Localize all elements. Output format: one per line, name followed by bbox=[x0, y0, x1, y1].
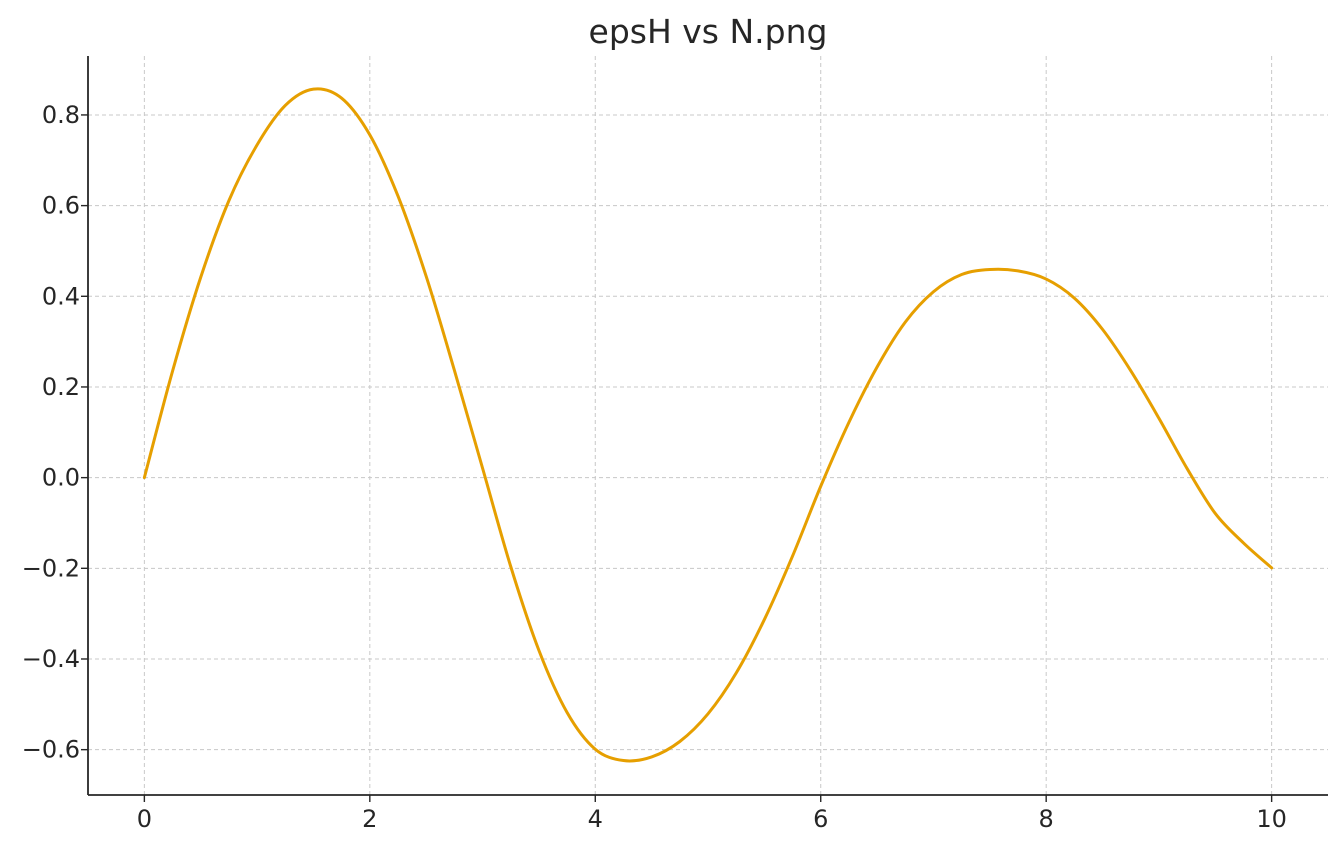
x-tick-label: 10 bbox=[1256, 805, 1287, 833]
y-tick-label: 0.8 bbox=[42, 101, 80, 129]
x-tick-label: 0 bbox=[137, 805, 152, 833]
y-tick-label: 0.0 bbox=[42, 464, 80, 492]
x-tick-label: 6 bbox=[813, 805, 828, 833]
x-tick-label: 4 bbox=[588, 805, 603, 833]
x-tick-label: 8 bbox=[1039, 805, 1054, 833]
y-tick-label: −0.4 bbox=[22, 645, 80, 673]
y-tick-label: −0.6 bbox=[22, 736, 80, 764]
series-line bbox=[142, 87, 1274, 763]
y-axis-ticks: −0.6 −0.4 −0.2 0.0 0.2 0.4 0.6 0.8 bbox=[22, 101, 88, 764]
y-tick-label: −0.2 bbox=[22, 554, 80, 582]
series-layer bbox=[142, 87, 1274, 763]
y-tick-label: 0.2 bbox=[42, 373, 80, 401]
x-tick-label: 2 bbox=[362, 805, 377, 833]
chart-title: epsH vs N.png bbox=[589, 12, 828, 51]
y-tick-label: 0.4 bbox=[42, 282, 80, 310]
y-tick-label: 0.6 bbox=[42, 192, 80, 220]
axes bbox=[87, 56, 1328, 796]
grid bbox=[88, 56, 1328, 795]
x-axis-ticks: 0 2 4 6 8 10 bbox=[137, 795, 1287, 833]
